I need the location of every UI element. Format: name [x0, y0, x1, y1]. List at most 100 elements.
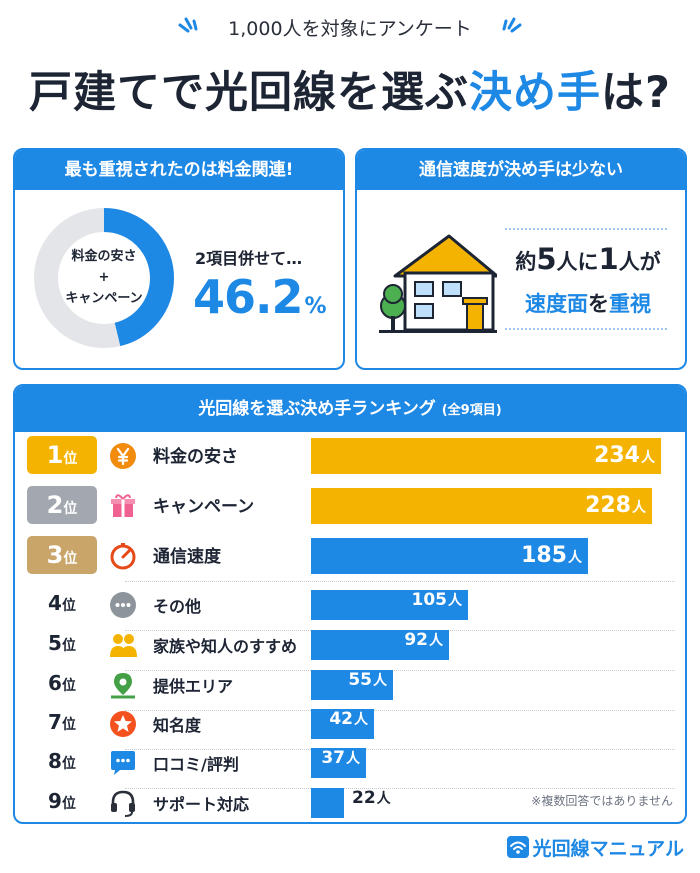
value-bar — [311, 748, 366, 778]
value-bar — [311, 709, 374, 739]
combined-caption: 2項目併せて… — [195, 249, 303, 268]
map-pin-icon — [109, 671, 137, 699]
value-label: 228人 — [311, 493, 646, 518]
donut-share-arc — [34, 208, 174, 348]
donut-label-plus: + — [98, 270, 110, 285]
rank-number: 4位 — [27, 591, 97, 615]
wifi-logo-icon — [506, 836, 529, 858]
logo-text: 光回線マニュアル — [532, 838, 684, 860]
ranking-subtitle: (全9項目) — [441, 403, 502, 418]
row-divider — [125, 670, 675, 671]
value-label: 42人 — [311, 709, 368, 729]
headset-icon — [109, 789, 137, 817]
rank-suffix: 位 — [61, 678, 76, 694]
value-label: 234人 — [311, 443, 655, 468]
value-unit: 人 — [354, 712, 368, 728]
value-unit: 人 — [376, 791, 391, 807]
rank-badge: 2位 — [27, 486, 97, 524]
percent-unit: % — [304, 294, 327, 319]
value-unit: 人 — [429, 633, 443, 649]
value-bar — [311, 630, 449, 660]
value-unit: 人 — [448, 593, 462, 609]
survey-text: 1,000人を対象にアンケート — [228, 18, 472, 40]
ranking-title: 光回線を選ぶ決め手ランキング — [198, 399, 436, 419]
value-label: 55人 — [311, 670, 387, 690]
value-label: 92人 — [311, 630, 443, 650]
title-main: 戸建てで光回線を選ぶ — [29, 68, 470, 118]
fact-people-in: 人に — [556, 250, 599, 274]
value-label: 37人 — [311, 748, 360, 768]
divider-top — [505, 228, 667, 230]
footnote: ※複数回答ではありません — [531, 794, 673, 808]
rank-badge: 3位 — [27, 536, 97, 574]
more-icon — [109, 591, 137, 619]
rank-suffix: 位 — [61, 638, 76, 654]
item-label: キャンペーン — [153, 497, 255, 517]
speed-fact-line-1: 約5人に1人が — [507, 242, 669, 276]
rank-number: 9位 — [27, 789, 97, 813]
star-icon — [109, 710, 137, 738]
value-number: 234 — [594, 443, 640, 468]
fact-wo: を — [588, 292, 609, 316]
rank-suffix: 位 — [63, 551, 78, 567]
rank-badge: 1位 — [27, 436, 97, 474]
value-number: 22 — [352, 788, 376, 808]
value-bar — [311, 488, 652, 524]
rank-value: 1 — [46, 441, 64, 469]
rank-number: 6位 — [27, 671, 97, 695]
item-label: 提供エリア — [153, 677, 234, 696]
fact-people: 人が — [618, 250, 661, 274]
item-label: 口コミ/評判 — [153, 755, 239, 774]
rank-suffix: 位 — [61, 796, 76, 812]
survey-caption: 1,000人を対象にアンケート — [0, 14, 700, 41]
value-label: 105人 — [311, 590, 463, 610]
row-divider — [125, 788, 675, 789]
value-bar — [311, 590, 468, 620]
rank-number: 7位 — [27, 710, 97, 734]
fact-emphasis: 重視 — [609, 292, 651, 316]
value-bar — [311, 438, 661, 474]
fact-five: 5 — [536, 242, 557, 276]
value-unit: 人 — [641, 450, 655, 466]
price-card-heading: 最も重視されたのは料金関連! — [15, 150, 343, 190]
row-divider — [125, 749, 675, 750]
people-icon — [109, 631, 137, 659]
rank-suffix: 位 — [63, 451, 78, 467]
donut-label-2: キャンペーン — [65, 291, 143, 306]
fact-one: 1 — [598, 242, 619, 276]
value-bar — [311, 538, 588, 574]
rank-suffix: 位 — [61, 598, 76, 614]
percent-number: 46.2 — [193, 270, 303, 324]
fact-speed: 速度面 — [525, 292, 588, 316]
emphasis-lines-right-icon — [492, 17, 522, 39]
title-end: は? — [601, 68, 671, 118]
ranking-heading: 光回線を選ぶ決め手ランキング (全9項目) — [15, 386, 685, 432]
rank-number: 8位 — [27, 749, 97, 773]
rank-suffix: 位 — [63, 501, 78, 517]
gift-icon — [109, 492, 137, 520]
speed-card-heading: 通信速度が決め手は少ない — [357, 150, 685, 190]
rank-value: 9 — [48, 789, 62, 813]
combined-percent: 46.2% — [193, 270, 327, 324]
rank-value: 2 — [46, 491, 64, 519]
value-label: 185人 — [311, 543, 582, 568]
item-label: 家族や知人のすすめ — [153, 637, 298, 656]
value-number: 228 — [585, 493, 631, 518]
divider-bottom — [505, 328, 667, 330]
rank-value: 3 — [46, 541, 64, 569]
house-icon — [379, 234, 497, 333]
value-label: 22人 — [352, 788, 391, 808]
donut-label-1: 料金の安さ — [71, 249, 137, 264]
page-title: 戸建てで光回線を選ぶ決め手は? — [0, 58, 700, 120]
value-unit: 人 — [568, 550, 582, 566]
emphasis-lines-left-icon — [178, 17, 208, 39]
value-number: 92 — [404, 630, 428, 650]
chat-icon — [109, 749, 137, 777]
value-number: 42 — [329, 709, 353, 729]
value-unit: 人 — [632, 500, 646, 516]
value-number: 185 — [521, 543, 567, 568]
value-number: 37 — [321, 748, 345, 768]
value-unit: 人 — [346, 751, 360, 767]
item-label: サポート対応 — [153, 795, 250, 814]
rank-suffix: 位 — [61, 756, 76, 772]
